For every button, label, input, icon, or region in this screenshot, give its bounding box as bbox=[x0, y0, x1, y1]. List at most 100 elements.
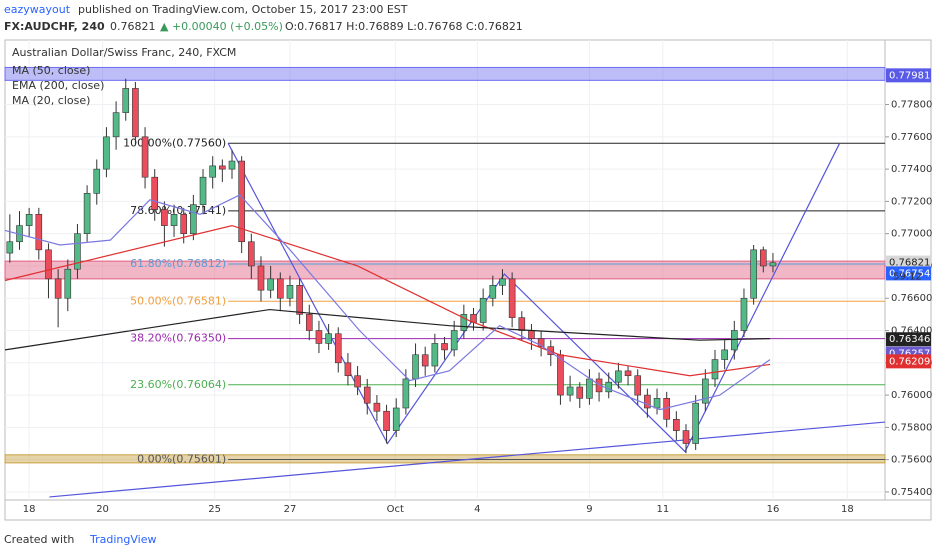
published: published on TradingView.com, October 15… bbox=[78, 3, 408, 16]
candle-body bbox=[750, 249, 757, 299]
candle-body bbox=[721, 349, 728, 360]
candle-body bbox=[392, 407, 400, 431]
candle-body bbox=[238, 160, 245, 243]
zone bbox=[4, 260, 886, 280]
author[interactable]: eazywayout bbox=[4, 3, 71, 16]
fib-label: 61.80%(0.76812) bbox=[130, 257, 226, 270]
candle-body bbox=[170, 214, 178, 226]
candle-body bbox=[64, 268, 72, 299]
candle-body bbox=[180, 214, 188, 234]
candle-body bbox=[402, 378, 410, 409]
price-label: 0.76821 bbox=[889, 258, 930, 269]
candle-body bbox=[441, 343, 448, 351]
footer-created: Created with bbox=[4, 533, 74, 546]
candle-body bbox=[277, 278, 284, 299]
candle-body bbox=[518, 317, 526, 331]
candle-body bbox=[334, 333, 342, 364]
price-label: 0.76346 bbox=[889, 334, 930, 345]
candle-body bbox=[624, 370, 632, 377]
price-label: 0.76754 bbox=[889, 268, 930, 279]
candle-body bbox=[673, 418, 680, 431]
y-tick-label: 0.75400 bbox=[891, 487, 932, 498]
candle-body bbox=[460, 314, 468, 331]
candle-body bbox=[373, 402, 381, 412]
candle-body bbox=[731, 330, 738, 351]
candle-body bbox=[431, 343, 439, 367]
price-label-bg bbox=[886, 255, 931, 270]
candle-body bbox=[93, 168, 101, 194]
candle-body bbox=[605, 381, 613, 393]
fib-label: 23.60%(0.76064) bbox=[130, 378, 226, 391]
candle-body bbox=[315, 330, 323, 344]
change: ▲ +0.00040 (+0.05%) bbox=[160, 20, 283, 33]
candle-body bbox=[634, 375, 642, 396]
candle-body bbox=[769, 262, 777, 267]
candle-body bbox=[354, 375, 361, 388]
candle-body bbox=[537, 338, 545, 347]
candle-body bbox=[286, 285, 294, 299]
candle-body bbox=[740, 297, 748, 331]
x-tick-label: 4 bbox=[474, 504, 480, 515]
y-tick-label: 0.77200 bbox=[891, 196, 932, 207]
x-tick-label: 11 bbox=[656, 504, 669, 515]
candle-body bbox=[489, 285, 497, 299]
candle-body bbox=[141, 136, 149, 178]
candle-body bbox=[54, 278, 62, 299]
candle-body bbox=[508, 278, 516, 318]
candle-body bbox=[228, 160, 236, 170]
price-label: 0.76209 bbox=[889, 356, 930, 367]
price-label-bg bbox=[886, 266, 931, 281]
price-label: 0.77981 bbox=[889, 70, 930, 81]
chart-title: Australian Dollar/Swiss Franc, 240, FXCM bbox=[12, 46, 236, 59]
y-tick-label: 0.77800 bbox=[891, 100, 932, 111]
fib-label: 100.00%(0.77560) bbox=[123, 136, 226, 149]
fib-label: 38.20%(0.76350) bbox=[130, 332, 226, 345]
candle-body bbox=[74, 233, 81, 270]
candle-body bbox=[653, 398, 661, 409]
candle-body bbox=[83, 193, 91, 234]
x-tick-label: 20 bbox=[96, 504, 109, 515]
candle-body bbox=[112, 112, 120, 138]
x-tick-label: 25 bbox=[208, 504, 221, 515]
candle-body bbox=[499, 278, 506, 286]
candle-body bbox=[586, 378, 593, 399]
candle-body bbox=[151, 176, 159, 210]
y-tick-label: 0.77400 bbox=[891, 164, 932, 175]
trend-line bbox=[49, 421, 886, 498]
candle-body bbox=[190, 204, 197, 234]
y-tick-label: 0.76400 bbox=[891, 326, 932, 337]
candle-body bbox=[267, 278, 274, 291]
candle-body bbox=[479, 297, 487, 323]
x-tick-label: Oct bbox=[387, 504, 404, 515]
candle-body bbox=[122, 88, 130, 113]
symbol: FX:AUDCHF, 240 bbox=[4, 20, 105, 33]
legend-entry: MA (20, close) bbox=[12, 94, 90, 107]
y-tick-label: 0.76600 bbox=[891, 293, 932, 304]
candle-body bbox=[305, 314, 313, 331]
candle-body bbox=[644, 394, 651, 409]
ohlc-text: O:0.76817 H:0.76889 L:0.76768 C:0.76821 bbox=[285, 20, 523, 33]
last: 0.76821 bbox=[110, 20, 156, 33]
price-label-bg bbox=[886, 332, 931, 347]
candle-body bbox=[344, 362, 352, 377]
candle-body bbox=[25, 214, 33, 226]
y-tick-label: 0.75600 bbox=[891, 455, 932, 466]
candle-body bbox=[325, 333, 332, 344]
candle-body bbox=[363, 386, 371, 404]
fib-label: 0.00%(0.75601) bbox=[137, 452, 226, 465]
candle-body bbox=[35, 214, 43, 251]
price-label-bg bbox=[886, 68, 931, 83]
x-tick-label: 9 bbox=[586, 504, 592, 515]
x-tick-label: 18 bbox=[23, 504, 36, 515]
candle-body bbox=[257, 265, 265, 291]
candle-body bbox=[161, 209, 168, 226]
y-tick-label: 0.75800 bbox=[891, 422, 932, 433]
candle-body bbox=[528, 330, 535, 339]
footer-brand[interactable]: TradingView bbox=[89, 533, 156, 546]
fib-label: 50.00%(0.76581) bbox=[130, 294, 226, 307]
legend-entry: EMA (200, close) bbox=[12, 79, 104, 92]
x-tick-label: 27 bbox=[284, 504, 297, 515]
price-label-bg bbox=[886, 354, 931, 369]
indicator-line bbox=[4, 194, 771, 411]
